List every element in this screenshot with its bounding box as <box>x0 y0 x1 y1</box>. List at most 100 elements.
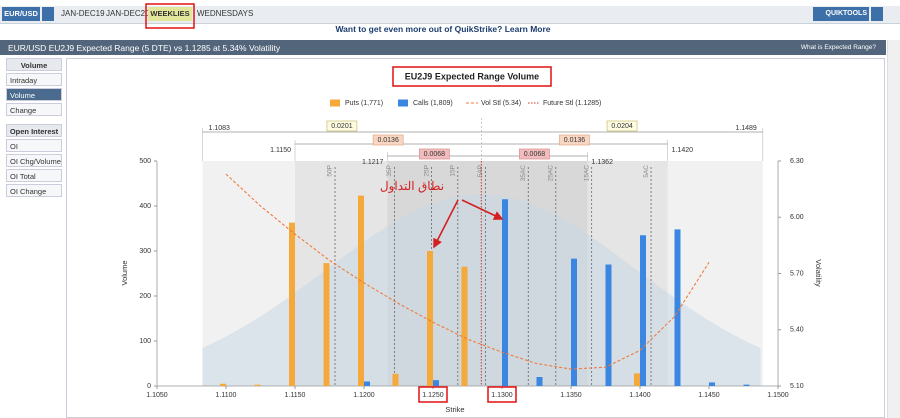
y2-tick-label: 5.70 <box>790 270 804 277</box>
sidebar-item[interactable]: Change <box>6 103 62 116</box>
x-tick-label: 1.1050 <box>146 392 168 399</box>
bar <box>289 222 295 386</box>
tab[interactable]: WEDNESDAYS <box>197 9 254 18</box>
range-high: 1.1489 <box>735 125 757 132</box>
range-high: 1.1362 <box>592 159 614 166</box>
bar <box>358 195 364 386</box>
bar <box>536 377 543 386</box>
legend-label: Future Stl (1.1285) <box>543 100 601 107</box>
range-width: 0.0068 <box>524 151 546 158</box>
header-title: EUR/USD EU2J9 Expected Range (5 DTE) vs … <box>8 43 281 53</box>
tab[interactable]: WEEKLIES <box>148 7 192 21</box>
y-axis-title: Volume <box>120 260 129 285</box>
y-tick-label: 400 <box>139 203 151 210</box>
range-low: 1.1150 <box>270 147 291 154</box>
range-width-box <box>519 148 550 160</box>
sidebar-item[interactable]: Volume <box>6 88 62 101</box>
range-width: 0.0068 <box>424 151 446 158</box>
bar <box>674 229 681 386</box>
dropdown[interactable] <box>42 7 54 21</box>
x-tick-label: 1.1350 <box>560 392 582 399</box>
legend-label: Vol Stl (5.34) <box>481 100 521 107</box>
bar <box>392 373 399 386</box>
x-tick-label: 1.1450 <box>698 392 720 399</box>
x-tick-label: 1.1400 <box>629 392 651 399</box>
y-tick-label: 500 <box>139 158 151 165</box>
bar <box>220 383 226 386</box>
range-low: 1.1217 <box>362 159 384 166</box>
y-tick-label: 100 <box>139 338 151 345</box>
highlight-box <box>487 386 517 403</box>
bar <box>323 263 330 386</box>
arrow <box>461 199 504 220</box>
tab[interactable]: JAN-DEC19 <box>61 9 105 18</box>
dropdown[interactable] <box>871 7 883 21</box>
bar <box>640 235 646 386</box>
sidebar-item[interactable]: OI <box>6 139 62 152</box>
delta-label: 15P <box>450 165 457 177</box>
x-tick-label: 1.1500 <box>767 392 789 399</box>
banner[interactable]: Want to get even more out of QuikStrike?… <box>335 24 551 34</box>
highlight-box <box>418 386 448 403</box>
range-width-box <box>606 120 638 132</box>
legend-label: Puts (1,771) <box>345 100 383 107</box>
bar <box>364 381 370 386</box>
range-width-box <box>372 134 404 146</box>
bar <box>461 266 468 386</box>
y-tick-label: 300 <box>139 248 151 255</box>
delta-label: 35AC <box>520 165 527 182</box>
y2-axis-title: Volatility <box>814 259 823 287</box>
y2-tick-label: 5.40 <box>790 327 804 334</box>
x-tick-label: 1.1200 <box>353 392 375 399</box>
tab-bar: EUR/USD JAN-DEC19 JAN-DEC20 WEEKLIES WED… <box>0 6 900 24</box>
scrollbar[interactable] <box>887 40 900 418</box>
quiktools-button[interactable]: QUIKTOOLS <box>813 7 869 21</box>
delta-label: 5AP <box>477 165 484 177</box>
delta-label: 25P <box>423 165 430 177</box>
bar <box>571 258 577 386</box>
y2-tick-label: 6.30 <box>790 158 804 165</box>
range-width-box <box>419 148 450 160</box>
y2-tick-label: 5.10 <box>790 383 804 390</box>
bar <box>634 373 640 386</box>
delta-label: 25AC <box>548 165 555 182</box>
sidebar-item[interactable]: OI Chg/Volume <box>6 154 62 167</box>
sidebar-heading: Open Interest <box>6 124 62 137</box>
x-tick-label: 1.1250 <box>422 392 444 399</box>
x-tick-label: 1.1300 <box>491 392 513 399</box>
symbol-tab[interactable]: EUR/USD <box>2 7 40 21</box>
sidebar-item[interactable]: OI Change <box>6 184 62 197</box>
range-width: 0.0136 <box>564 137 586 144</box>
legend-swatch <box>398 99 408 107</box>
bar <box>433 380 439 386</box>
y2-tick-label: 6.00 <box>790 214 804 221</box>
range-low: 1.1083 <box>209 125 231 132</box>
tab[interactable]: JAN-DEC20 <box>106 9 150 18</box>
bar <box>254 384 261 386</box>
header-bar: EUR/USD EU2J9 Expected Range (5 DTE) vs … <box>0 40 886 55</box>
range-width: 0.0201 <box>331 123 353 130</box>
delta-label: 5AC <box>643 165 650 178</box>
delta-label: 35P <box>386 165 393 177</box>
bar <box>502 199 508 386</box>
sidebar-item[interactable]: Intraday <box>6 73 62 86</box>
y-tick-label: 0 <box>147 383 151 390</box>
delta-label: 15AC <box>583 165 590 182</box>
x-tick-label: 1.1150 <box>285 392 306 399</box>
bar <box>709 382 715 386</box>
range-width: 0.0204 <box>611 123 633 130</box>
delta-label: 50P <box>327 165 334 177</box>
vol-line <box>225 173 710 370</box>
arrow <box>433 199 459 249</box>
annotation: نطاق التداول <box>380 179 444 193</box>
range-width-box <box>559 134 590 146</box>
sidebar-heading: Volume <box>6 58 62 71</box>
help-link[interactable]: What is Expected Range? <box>800 44 876 51</box>
highlight-box <box>145 3 195 29</box>
sidebar-item[interactable]: OI Total <box>6 169 62 182</box>
bar <box>605 264 612 386</box>
range-width-box <box>326 120 358 132</box>
range-high: 1.1420 <box>672 147 694 154</box>
